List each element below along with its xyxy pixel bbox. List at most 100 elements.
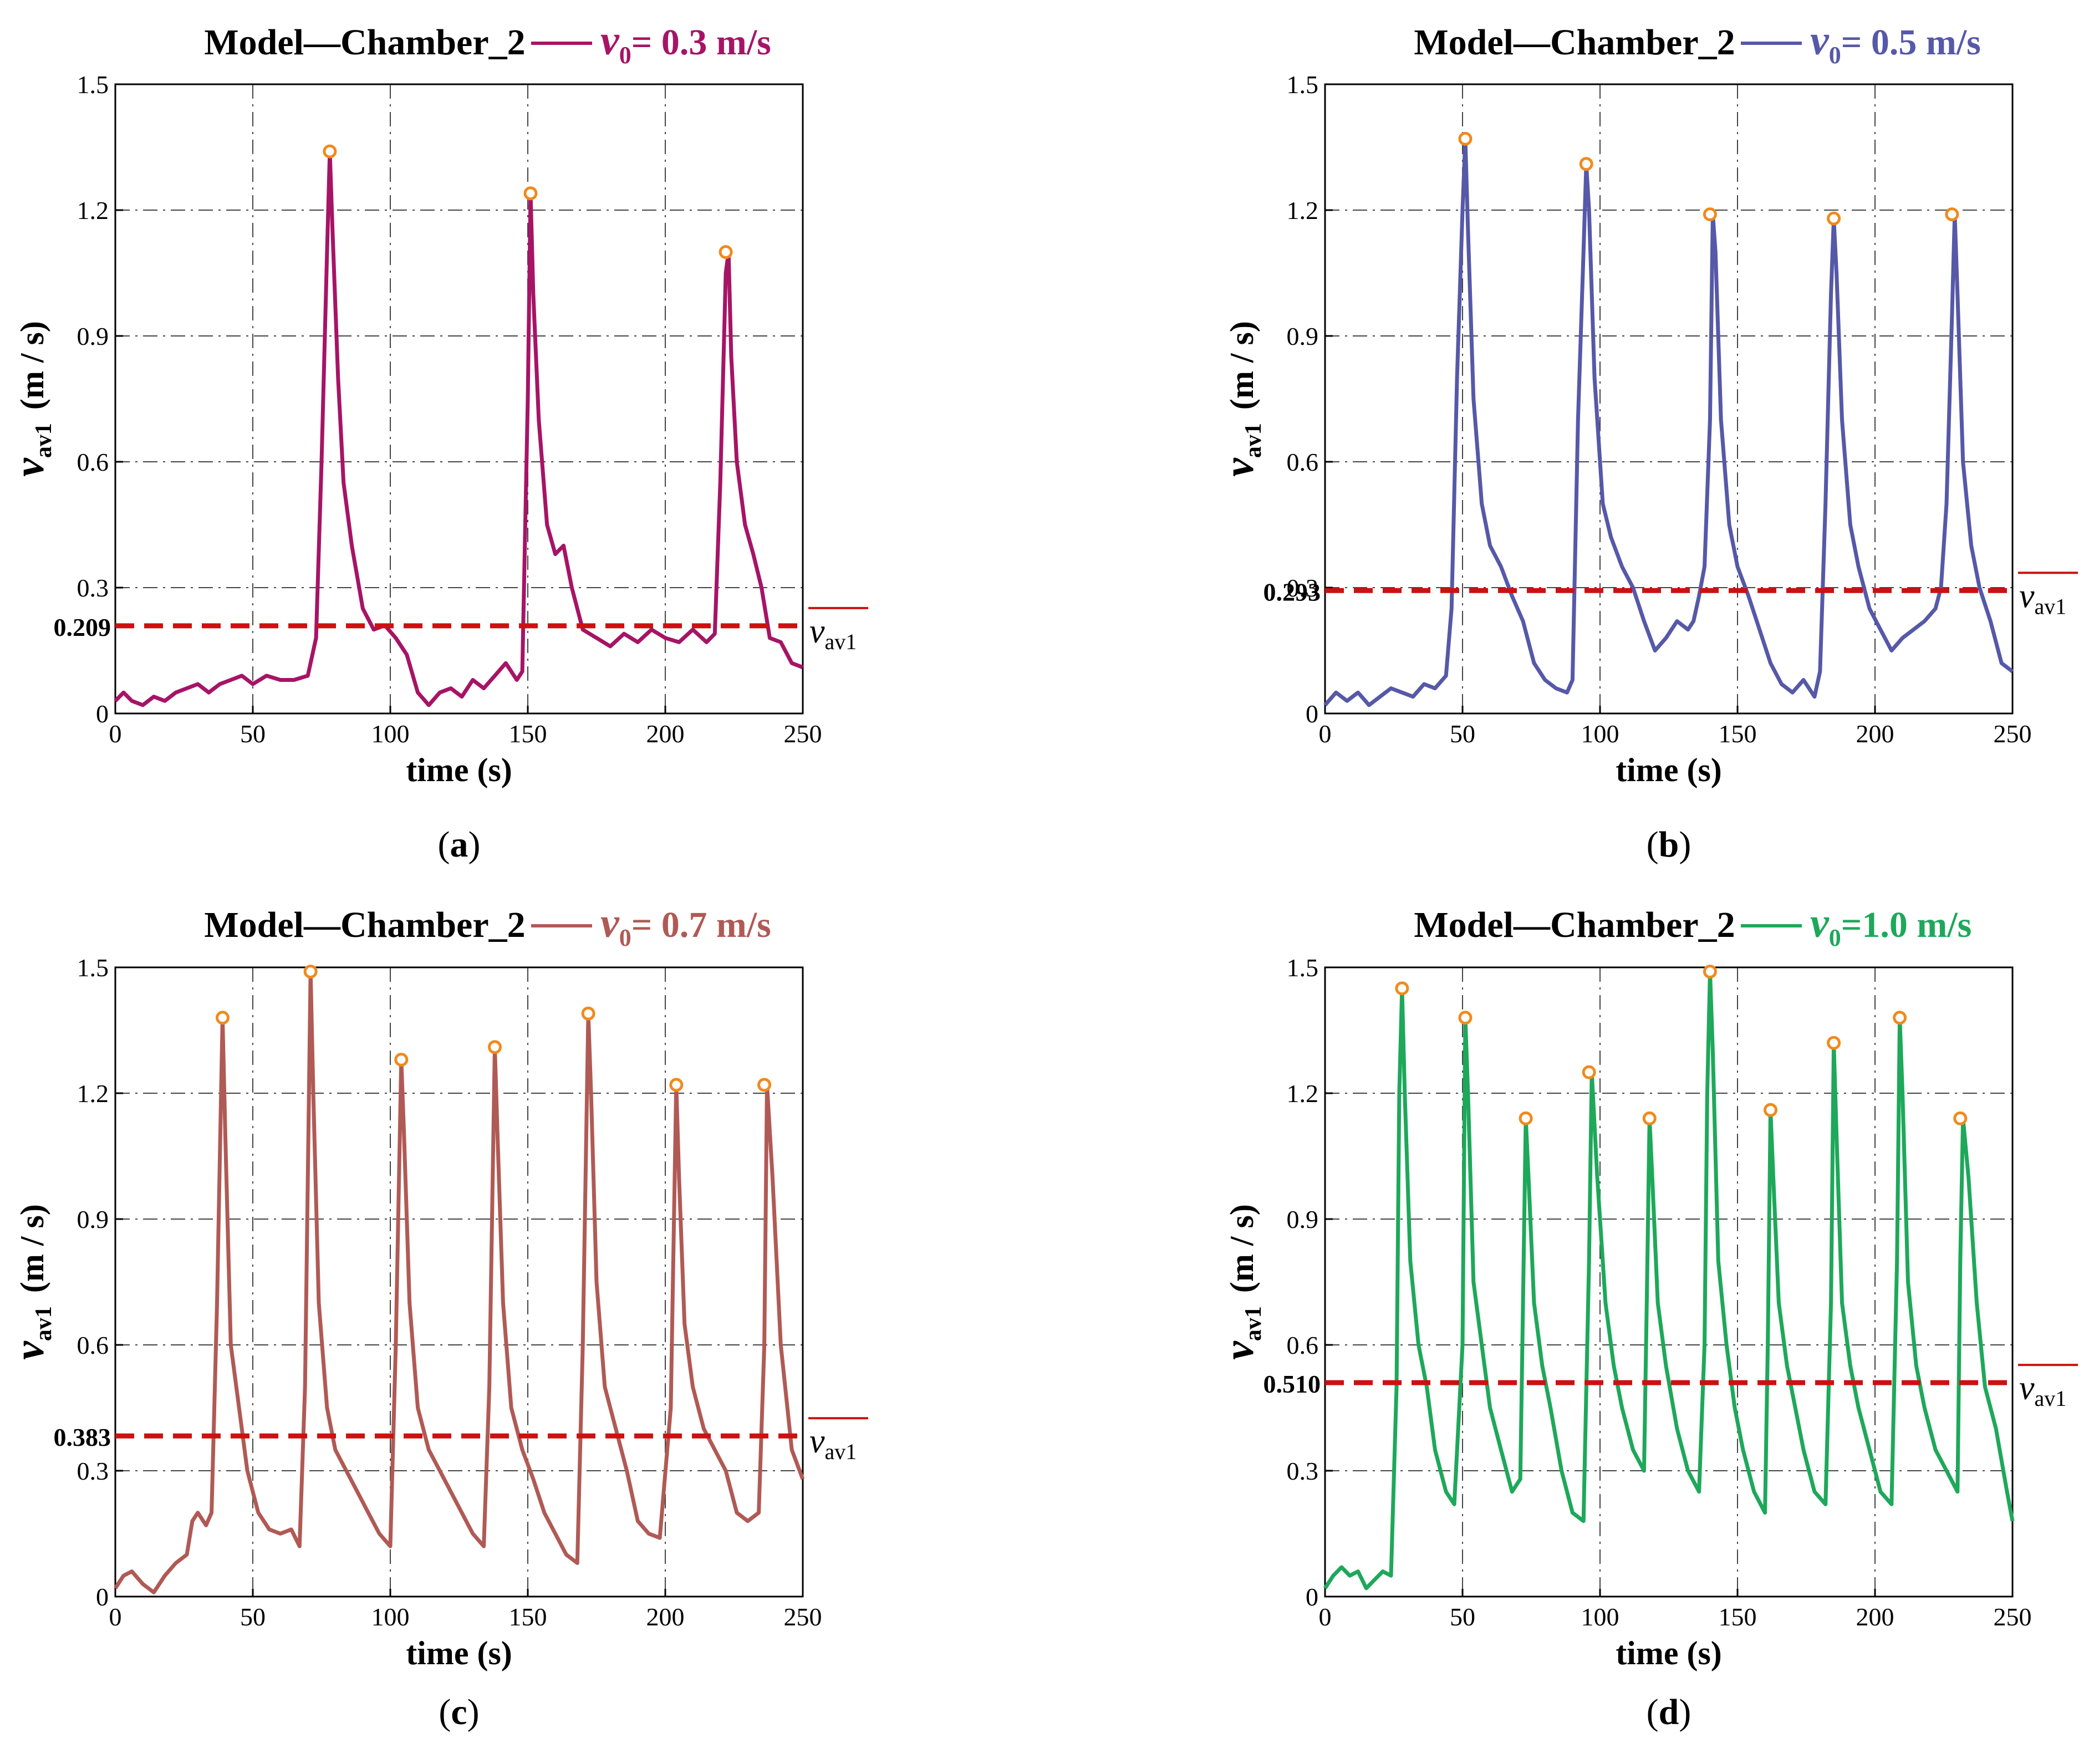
caption-close: ) <box>467 1692 480 1732</box>
legend-subscript: 0 <box>1829 924 1841 951</box>
plot-frame <box>1324 966 2014 1598</box>
mean-symbol: v <box>2019 577 2035 615</box>
y-axis-subscript: av1 <box>1241 1306 1266 1341</box>
x-tick-label: 100 <box>371 720 410 748</box>
peak-marker <box>1703 965 1717 979</box>
caption-letter: d <box>1659 1692 1679 1732</box>
panel-caption: (b) <box>1647 824 1691 865</box>
mean-subscript: av1 <box>825 629 857 654</box>
y-axis-label: vav1 (m / s) <box>1216 321 1266 477</box>
peak-marker <box>1945 207 1959 222</box>
peak-marker <box>394 1052 409 1067</box>
y-axis-subscript: av1 <box>31 423 57 458</box>
legend-symbol: v <box>600 17 620 64</box>
x-tick-label: 0 <box>109 1603 122 1631</box>
legend-symbol: v <box>600 900 620 946</box>
y-axis-unit: (m / s) <box>1224 321 1260 410</box>
y-tick-label: 1.5 <box>77 70 109 99</box>
peak-marker <box>1893 1011 1907 1025</box>
y-axis-symbol: v <box>6 457 53 477</box>
mean-subscript: av1 <box>825 1439 857 1464</box>
mean-symbol-label: vav1 <box>2019 577 2066 619</box>
y-axis-label: vav1 (m / s) <box>6 1204 57 1360</box>
caption-letter: b <box>1659 824 1679 865</box>
y-tick-label: 0 <box>1306 1583 1318 1611</box>
y-tick-label: 0.3 <box>77 574 109 602</box>
legend-value: = 0.5 m/s <box>1841 22 1981 63</box>
peak-marker <box>215 1011 230 1025</box>
legend-value: = 0.3 m/s <box>631 22 771 63</box>
y-tick-label: 0.9 <box>77 322 109 350</box>
y-tick-label: 1.2 <box>1287 196 1319 225</box>
y-tick-label: 1.5 <box>1287 954 1319 982</box>
peak-marker <box>1582 1065 1596 1079</box>
series-line <box>1323 970 2015 1590</box>
mean-symbol-label: vav1 <box>809 1423 857 1464</box>
x-tick-label: 50 <box>1450 1603 1475 1631</box>
x-tick-label: 150 <box>1719 720 1757 748</box>
y-tick-label: 0.9 <box>77 1205 109 1233</box>
x-tick-label: 200 <box>1856 1603 1894 1631</box>
x-tick-label: 200 <box>646 1603 685 1631</box>
peak-marker <box>1642 1111 1657 1125</box>
plot-frame <box>114 83 804 715</box>
x-tick-label: 50 <box>240 1603 266 1631</box>
y-tick-label: 0.3 <box>77 1457 109 1485</box>
y-axis-symbol: v <box>1216 1340 1262 1360</box>
mean-value-label: 0.293 <box>1263 578 1321 606</box>
x-tick-label: 250 <box>1994 720 2032 748</box>
peak-marker <box>303 965 318 979</box>
peak-marker <box>1827 1036 1841 1050</box>
y-tick-label: 1.5 <box>1287 70 1319 99</box>
mean-symbol-label: vav1 <box>2019 1369 2066 1411</box>
y-tick-label: 0.6 <box>1287 448 1319 476</box>
mean-value-label: 0.209 <box>54 613 111 641</box>
series-line <box>114 149 804 707</box>
legend-value: = 0.7 m/s <box>631 905 771 945</box>
x-tick-label: 100 <box>371 1603 410 1631</box>
x-tick-label: 0 <box>1319 720 1332 748</box>
caption-close: ) <box>1679 1692 1691 1732</box>
panel-title: Model—Chamber_2 <box>1414 22 1735 63</box>
legend-label: v0= 0.7 m/s <box>600 900 771 951</box>
mean-symbol: v <box>809 1423 825 1460</box>
y-tick-label: 0.6 <box>77 448 109 476</box>
mean-symbol: v <box>2019 1369 2035 1407</box>
x-tick-label: 50 <box>240 720 266 748</box>
panel-a: Model—Chamber_2 v0= 0.3 m/s0 50 100 150 200 25… <box>6 17 868 865</box>
caption-letter: c <box>451 1692 467 1732</box>
x-tick-label: 0 <box>1319 1603 1332 1631</box>
peak-marker <box>1458 131 1473 146</box>
x-axis-label: time (s) <box>1616 752 1722 788</box>
caption-close: ) <box>468 824 481 865</box>
x-tick-label: 250 <box>784 720 822 748</box>
panel-caption: (d) <box>1647 1692 1691 1732</box>
caption-open: ( <box>1647 824 1659 865</box>
peak-marker <box>1395 981 1409 996</box>
peak-marker <box>1764 1103 1778 1117</box>
peak-marker <box>581 1006 595 1021</box>
y-tick-label: 1.2 <box>77 196 109 225</box>
mean-subscript: av1 <box>2035 594 2067 619</box>
y-tick-label: 0 <box>96 1583 109 1611</box>
peak-marker <box>1458 1011 1473 1025</box>
x-tick-label: 0 <box>109 720 122 748</box>
legend-symbol: v <box>1810 900 1830 946</box>
mean-symbol-label: vav1 <box>809 613 857 654</box>
panel-c: Model—Chamber_2 v0= 0.7 m/s0 50 100 150 200 25… <box>6 900 868 1732</box>
series-line <box>114 970 805 1594</box>
legend-subscript: 0 <box>619 42 631 69</box>
panel-caption: (a) <box>438 824 481 865</box>
legend-label: v0= 0.5 m/s <box>1810 17 1981 69</box>
peak-marker <box>1827 211 1841 226</box>
mean-value-label: 0.383 <box>54 1423 111 1451</box>
peak-marker <box>1519 1111 1533 1125</box>
mean-subscript: av1 <box>2035 1386 2067 1411</box>
x-tick-label: 100 <box>1581 1603 1619 1631</box>
caption-close: ) <box>1679 824 1691 865</box>
peak-marker <box>1703 207 1717 222</box>
panel-title: Model—Chamber_2 <box>204 22 525 63</box>
peak-marker <box>757 1078 772 1092</box>
y-tick-label: 0 <box>1306 700 1318 728</box>
